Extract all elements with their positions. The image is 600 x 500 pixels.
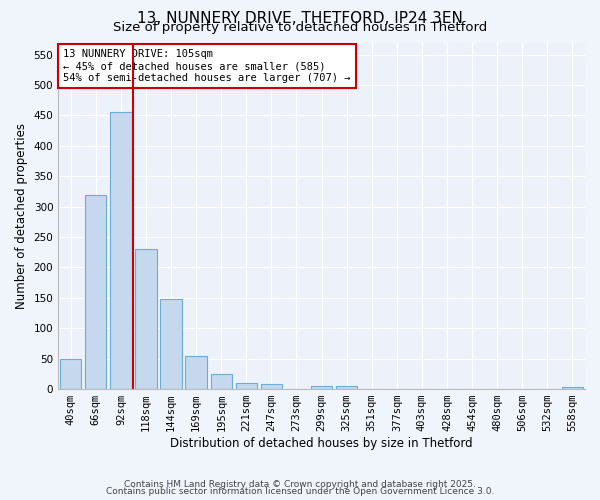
Bar <box>236 383 257 389</box>
Bar <box>261 384 282 389</box>
Bar <box>85 194 106 389</box>
Y-axis label: Number of detached properties: Number of detached properties <box>15 123 28 309</box>
Bar <box>160 299 182 389</box>
Text: 13, NUNNERY DRIVE, THETFORD, IP24 3EN: 13, NUNNERY DRIVE, THETFORD, IP24 3EN <box>137 11 463 26</box>
X-axis label: Distribution of detached houses by size in Thetford: Distribution of detached houses by size … <box>170 437 473 450</box>
Bar <box>136 249 157 389</box>
Text: Contains HM Land Registry data © Crown copyright and database right 2025.: Contains HM Land Registry data © Crown c… <box>124 480 476 489</box>
Text: 13 NUNNERY DRIVE: 105sqm
← 45% of detached houses are smaller (585)
54% of semi-: 13 NUNNERY DRIVE: 105sqm ← 45% of detach… <box>64 50 351 82</box>
Text: Size of property relative to detached houses in Thetford: Size of property relative to detached ho… <box>113 21 487 34</box>
Bar <box>60 358 82 389</box>
Bar <box>185 356 207 389</box>
Bar <box>336 386 358 389</box>
Bar <box>110 112 131 389</box>
Text: Contains public sector information licensed under the Open Government Licence 3.: Contains public sector information licen… <box>106 487 494 496</box>
Bar <box>211 374 232 389</box>
Bar <box>562 388 583 389</box>
Bar <box>311 386 332 389</box>
